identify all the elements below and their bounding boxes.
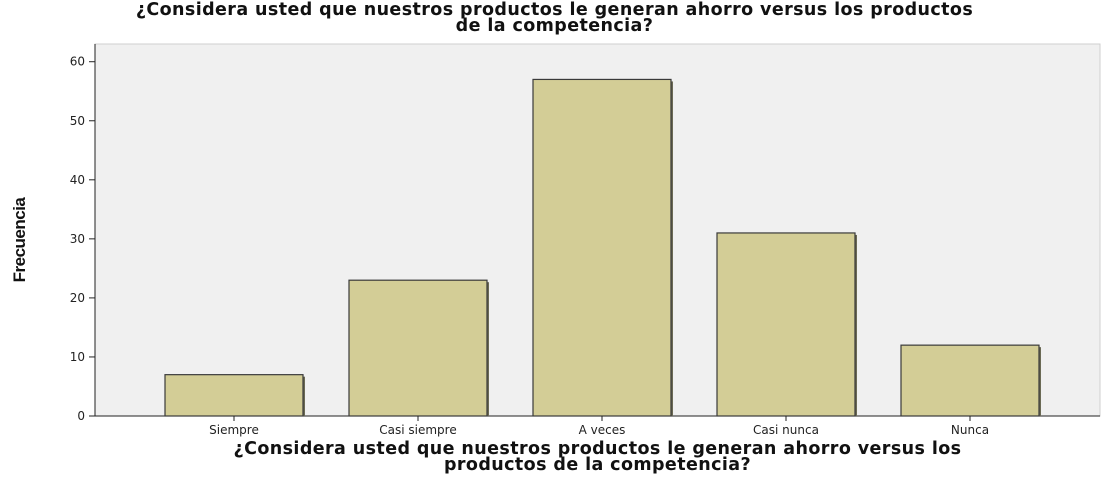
y-tick-label: 40: [70, 173, 85, 187]
x-tick-label: Siempre: [209, 423, 259, 437]
bar-casi-nunca: [716, 232, 856, 417]
x-tick-label: Nunca: [951, 423, 989, 437]
bar-nunca: [900, 344, 1040, 417]
bar-a-veces: [532, 78, 672, 417]
x-axis-title-text: ¿Considera usted que nuestros productos …: [233, 439, 962, 475]
chart-title: ¿Considera usted que nuestros productos …: [0, 0, 1109, 36]
y-tick-label: 30: [70, 232, 85, 246]
x-tick-label: A veces: [579, 423, 626, 437]
x-axis-title: ¿Considera usted que nuestros productos …: [95, 439, 1100, 475]
y-tick-label: 10: [70, 350, 85, 364]
bar-casi-siempre: [348, 279, 488, 417]
x-axis-ticks: Siempre Casi siempre A veces Casi nunca Nunc…: [209, 416, 989, 437]
x-tick-label: Casi nunca: [753, 423, 819, 437]
y-axis-ticks: 0 10 20 30 40 50 60: [70, 55, 95, 423]
y-tick-label: 0: [77, 409, 85, 423]
y-tick-label: 60: [70, 55, 85, 69]
bar-siempre: [164, 374, 304, 417]
chart-title-text: ¿Considera usted que nuestros productos …: [135, 0, 974, 36]
x-tick-label: Casi siempre: [379, 423, 456, 437]
y-tick-label: 20: [70, 291, 85, 305]
y-tick-label: 50: [70, 114, 85, 128]
bars: [164, 78, 1041, 417]
